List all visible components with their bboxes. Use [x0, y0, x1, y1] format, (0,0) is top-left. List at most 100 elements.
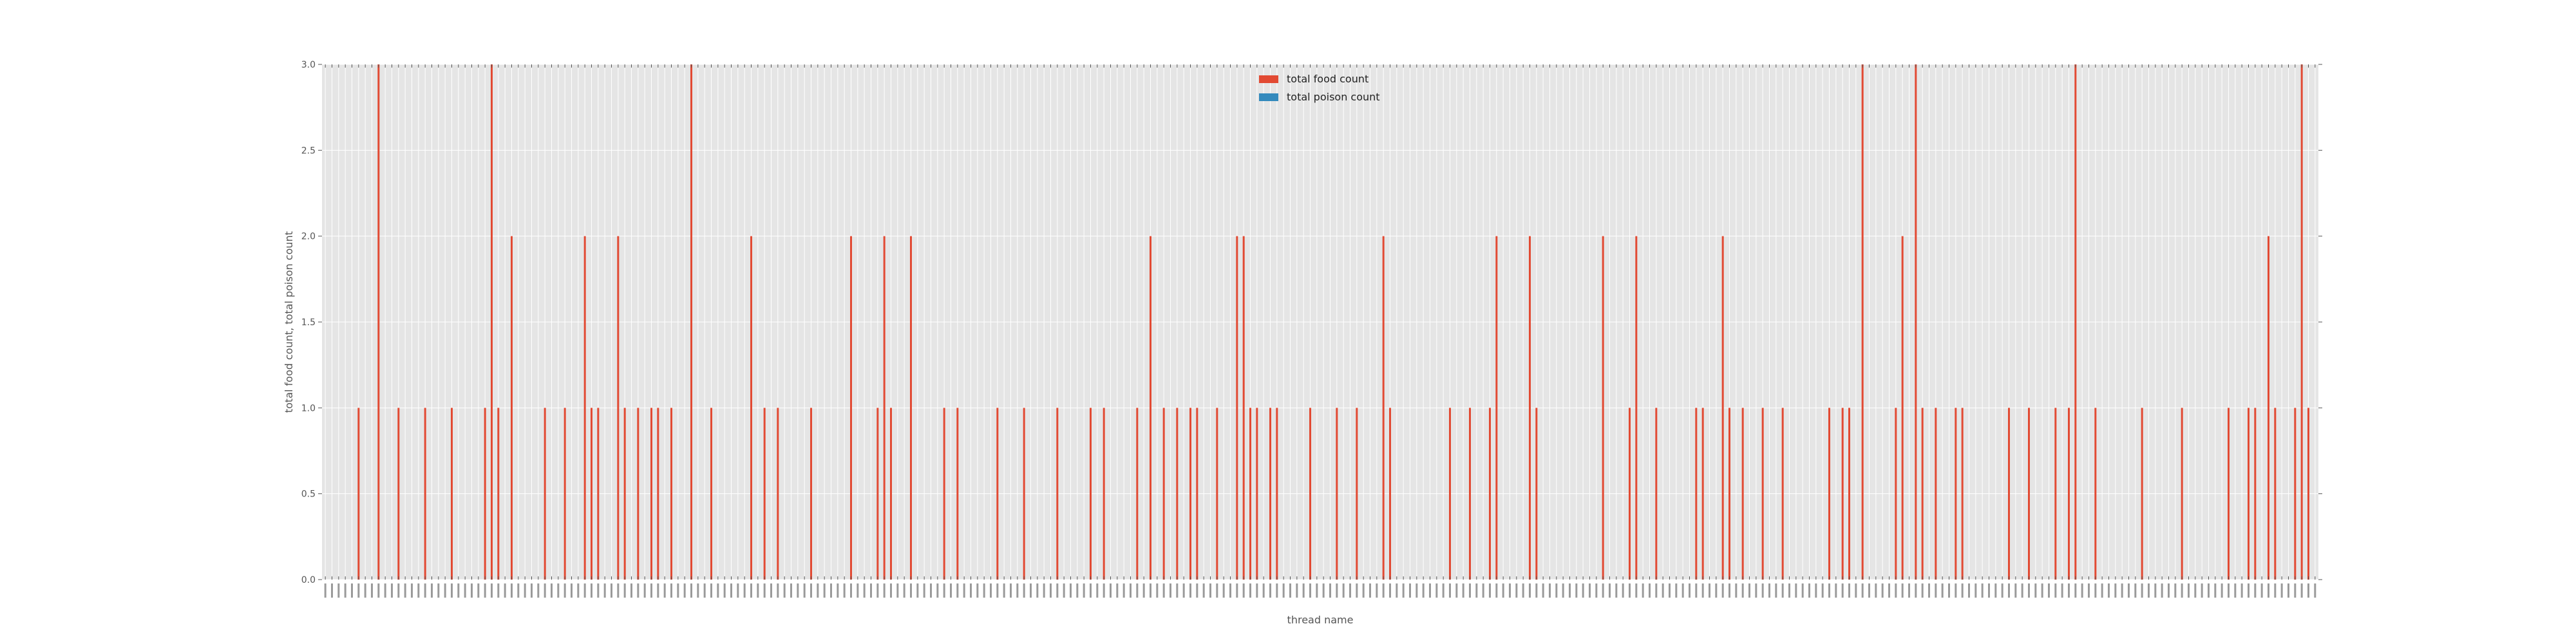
x-tick-label [1961, 583, 1964, 598]
x-tick-label [2234, 583, 2237, 598]
x-tick-label [1316, 583, 1318, 598]
x-tick-label [1362, 583, 1365, 598]
bar-food [1841, 408, 1844, 580]
bar-food [890, 408, 892, 580]
x-tick-label [2280, 583, 2283, 598]
legend-label-poison: total poison count [1287, 91, 1380, 103]
x-tick-label [2028, 583, 2030, 598]
bar-food [1256, 408, 1258, 580]
x-tick-label [511, 583, 513, 598]
x-tick-label [1721, 583, 1724, 598]
bar-food [544, 408, 546, 580]
x-tick-label [1449, 583, 1451, 598]
bar-food [424, 408, 426, 580]
x-tick-label [2208, 583, 2210, 598]
x-tick-label [1302, 583, 1305, 598]
x-tick-label [2074, 583, 2077, 598]
bar-food [1469, 408, 1471, 580]
x-axis [324, 64, 2316, 598]
x-tick-label [1150, 583, 1151, 598]
x-tick-label [857, 583, 859, 598]
x-tick-label [1741, 583, 1744, 598]
x-tick-label [1202, 583, 1205, 598]
bar-food [2094, 408, 2097, 580]
x-tick-label [603, 583, 606, 598]
bar-food [1629, 408, 1631, 580]
y-tick-label: 0.5 [301, 489, 316, 500]
x-tick-label [397, 583, 400, 598]
x-tick-label [777, 583, 779, 598]
bar-food [1090, 408, 1092, 580]
x-tick-label [1735, 583, 1738, 598]
y-tick-label: 0.0 [301, 575, 316, 585]
bar-food [451, 408, 453, 580]
bar-food [623, 408, 626, 580]
x-tick-label [1642, 583, 1644, 598]
x-tick-label [1855, 583, 1857, 598]
x-tick-label [537, 583, 540, 598]
x-tick-label [1835, 583, 1837, 598]
x-tick-label [617, 583, 620, 598]
x-tick-label [1535, 583, 1538, 598]
x-tick-label [2221, 583, 2223, 598]
x-tick-label [2161, 583, 2163, 598]
x-tick-label [2201, 583, 2203, 598]
x-tick-label [630, 583, 632, 598]
x-tick-label [1875, 583, 1877, 598]
bar-food [1701, 408, 1704, 580]
bar-food [1728, 408, 1730, 580]
bar-food [777, 408, 779, 580]
bar-food [1103, 408, 1105, 580]
x-tick-label [677, 583, 679, 598]
bar-food [564, 408, 566, 580]
bar-food [2268, 236, 2269, 580]
x-tick-label [950, 583, 952, 598]
x-tick-label [1755, 583, 1757, 598]
x-tick-label [491, 583, 493, 598]
bar-food [956, 408, 959, 580]
x-tick-label [2114, 583, 2117, 598]
bar-food [876, 408, 879, 580]
bar-food [763, 408, 766, 580]
x-tick-label [1595, 583, 1598, 598]
x-tick-label [1575, 583, 1578, 598]
x-tick-label [1888, 583, 1890, 598]
x-tick-label [817, 583, 819, 598]
x-tick-label [384, 583, 386, 598]
x-tick-label [1622, 583, 1624, 598]
x-tick-label [2034, 583, 2037, 598]
x-tick-label [1515, 583, 1518, 598]
bar-food [1136, 408, 1139, 580]
legend-swatch-food [1259, 75, 1278, 83]
x-tick-label [637, 583, 639, 598]
x-tick-label [2101, 583, 2103, 598]
x-tick-label [1529, 583, 1531, 598]
bar-food [397, 408, 400, 580]
x-tick-label [2094, 583, 2097, 598]
x-tick-label [1296, 583, 1298, 598]
bar-food [617, 236, 620, 580]
x-tick-label [996, 583, 999, 598]
x-tick-label [1435, 583, 1438, 598]
x-tick-label [1429, 583, 1431, 598]
x-tick-label [883, 583, 886, 598]
bar-food [1356, 408, 1358, 580]
x-tick-label [1469, 583, 1471, 598]
x-tick-label [1356, 583, 1358, 598]
x-tick-label [583, 583, 586, 598]
x-tick-label [2088, 583, 2090, 598]
x-tick-label [1409, 583, 1411, 598]
x-tick-label [930, 583, 932, 598]
x-tick-label [870, 583, 872, 598]
x-tick-label [2181, 583, 2183, 598]
x-tick-label [2048, 583, 2050, 598]
x-tick-label [1063, 583, 1065, 598]
bar-food [2054, 408, 2057, 580]
bar-food [1961, 408, 1964, 580]
x-tick-label [1955, 583, 1957, 598]
legend: total food count total poison count [1259, 73, 1380, 103]
x-tick-label [2148, 583, 2150, 598]
x-tick-label [1649, 583, 1651, 598]
x-tick-label [1455, 583, 1458, 598]
x-tick-label [956, 583, 959, 598]
